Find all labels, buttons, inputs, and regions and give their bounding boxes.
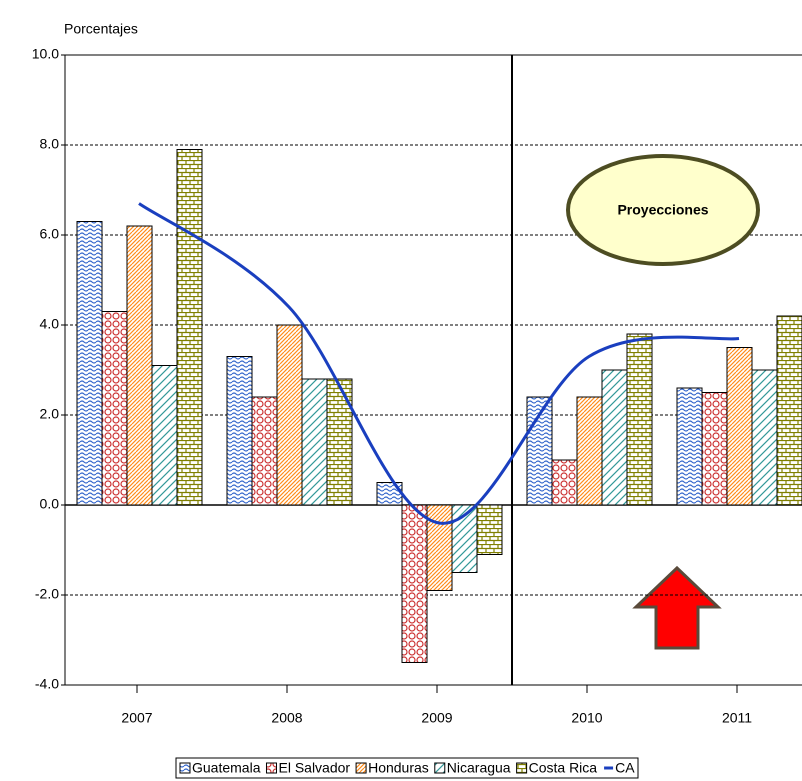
legend-swatch [265, 762, 277, 774]
x-tick-label: 2008 [271, 710, 302, 726]
bar [576, 396, 603, 506]
legend-swatch [355, 762, 367, 774]
bar [626, 333, 653, 506]
legend-label: Guatemala [192, 760, 261, 776]
y-tick-label: 10.0 [32, 46, 59, 62]
bar [151, 365, 178, 506]
bar [776, 315, 802, 506]
bar [426, 504, 453, 591]
legend-label: Nicaragua [447, 760, 511, 776]
legend-label: CA [615, 760, 635, 776]
bar [601, 369, 628, 506]
legend-swatch [434, 762, 446, 774]
bar [326, 378, 353, 506]
bar [176, 149, 203, 506]
bar [301, 378, 328, 506]
bar [476, 504, 503, 555]
line-series [138, 202, 740, 525]
bar [526, 396, 553, 506]
y-tick-label: -4.0 [35, 676, 59, 692]
bar [676, 387, 703, 506]
legend-label: El Salvador [278, 760, 350, 776]
bar [701, 392, 728, 506]
x-tick-label: 2010 [571, 710, 602, 726]
legend: Guatemala El Salvador Honduras Nicaragua Cos… [175, 757, 639, 779]
y-axis-label: Porcentajes [64, 21, 138, 37]
y-tick-label: 2.0 [40, 406, 60, 422]
annotation: Proyecciones [617, 202, 708, 218]
bar [401, 504, 428, 663]
bar [76, 221, 103, 506]
bar [226, 356, 253, 506]
bar [251, 396, 278, 506]
x-tick-label: 2007 [121, 710, 152, 726]
legend-label: Honduras [368, 760, 429, 776]
bar [751, 369, 778, 506]
x-tick-label: 2011 [722, 710, 752, 726]
bar [551, 459, 578, 506]
bar [276, 324, 303, 506]
bar [726, 347, 753, 506]
bar [101, 311, 128, 506]
legend-swatch [516, 762, 528, 774]
y-tick-label: -2.0 [35, 586, 59, 602]
bar [126, 225, 153, 506]
arrow [632, 565, 722, 650]
y-tick-label: 8.0 [40, 136, 60, 152]
bar [376, 482, 403, 506]
legend-label: Costa Rica [529, 760, 598, 776]
legend-swatch [179, 762, 191, 774]
annotation-bubble [566, 154, 760, 266]
x-tick-label: 2009 [421, 710, 452, 726]
y-tick-label: 6.0 [40, 226, 60, 242]
y-tick-label: 0.0 [40, 496, 60, 512]
y-tick-label: 4.0 [40, 316, 60, 332]
